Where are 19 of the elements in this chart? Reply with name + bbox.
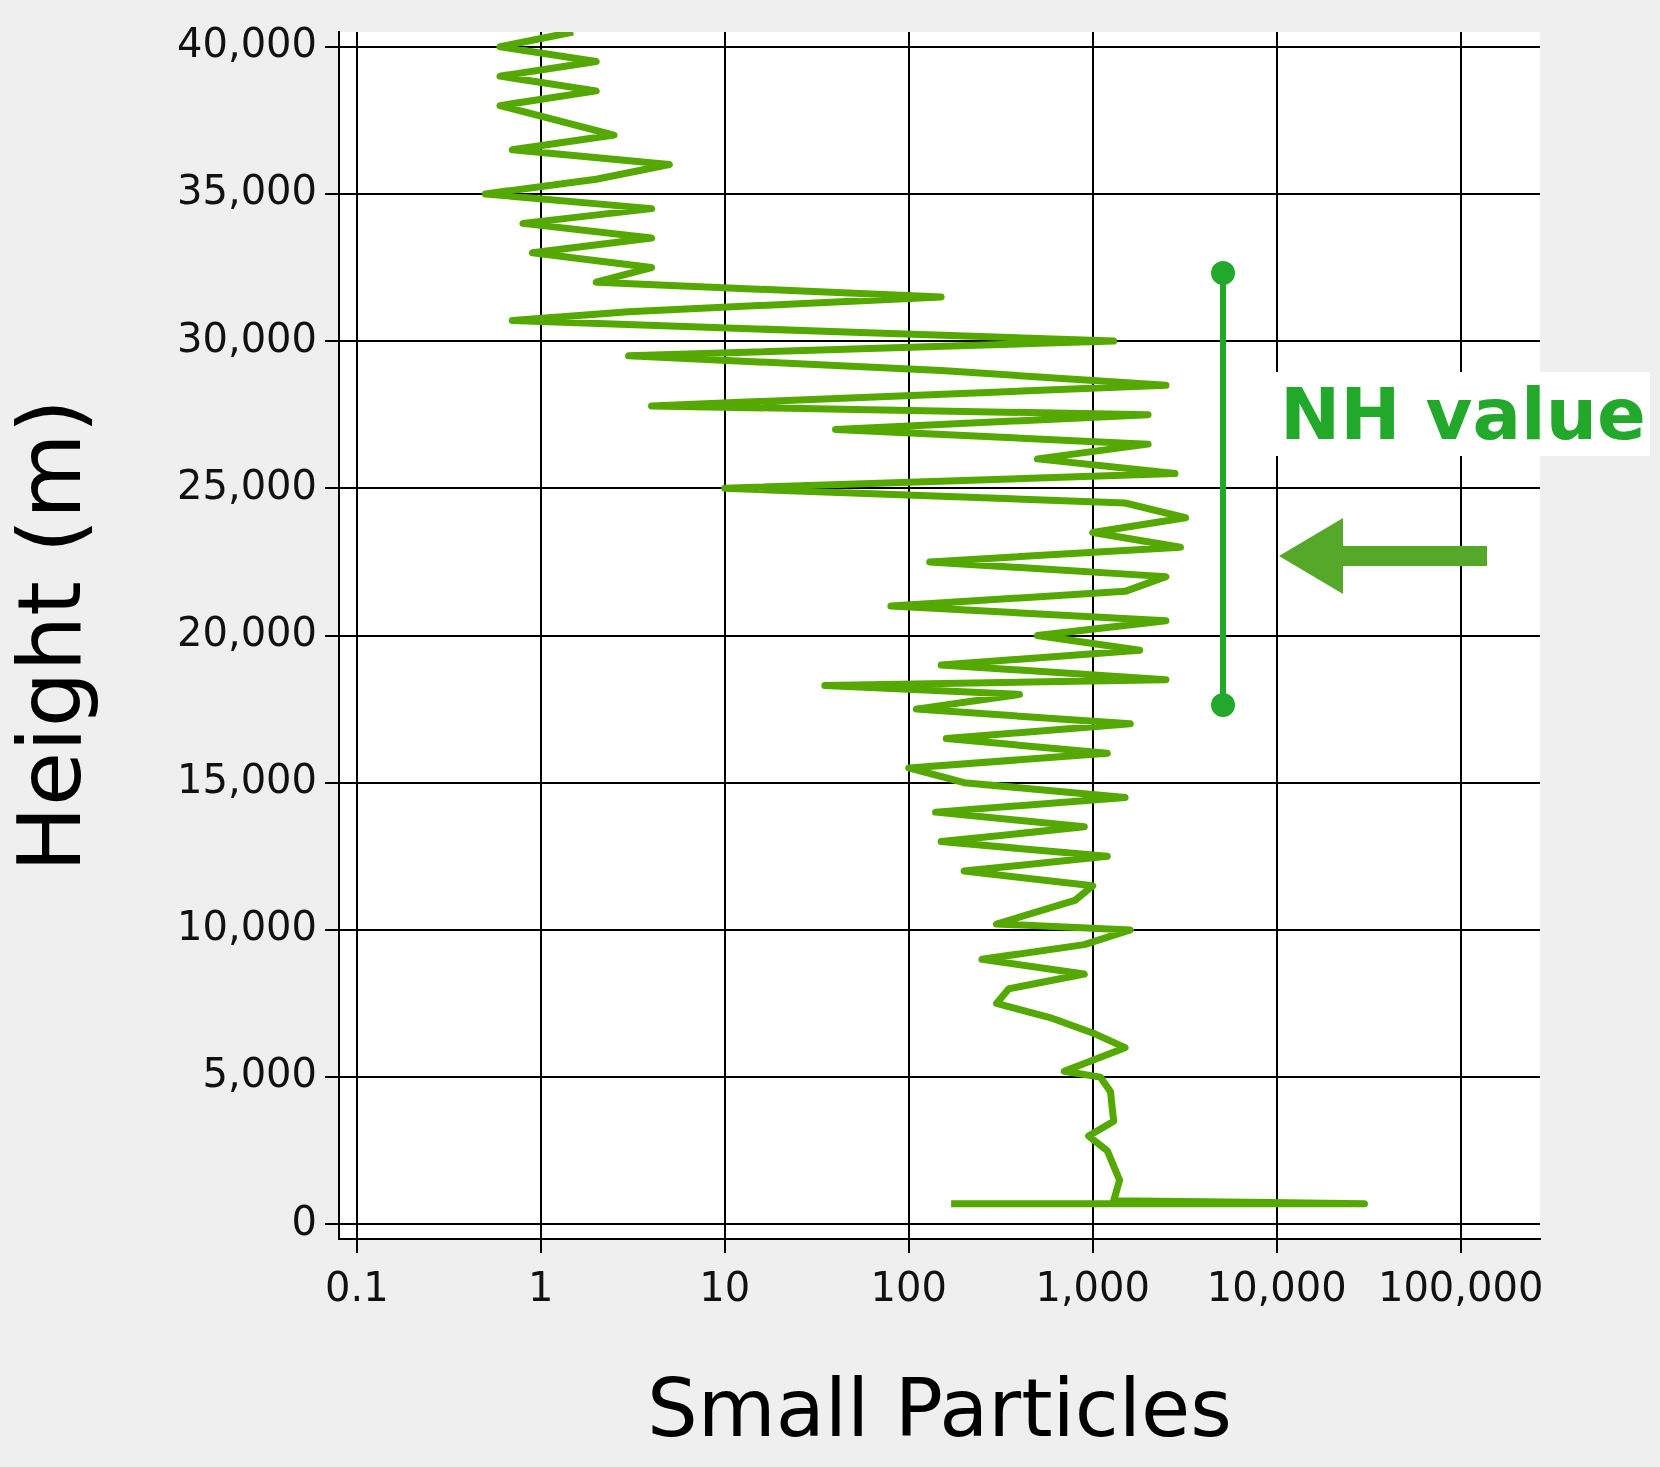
x-tick-label: 1 <box>528 1264 554 1311</box>
annotation: NH value <box>1276 372 1650 456</box>
x-tick-label: 10 <box>699 1264 751 1311</box>
y-tick-label: 15,000 <box>177 756 317 803</box>
x-tick-label: 10,000 <box>1206 1264 1347 1311</box>
y-tick-label: 5,000 <box>202 1050 317 1097</box>
x-tick-label: 0.1 <box>325 1264 389 1311</box>
y-tick-label: 30,000 <box>177 314 317 361</box>
y-tick-label: 40,000 <box>177 20 317 67</box>
x-axis-title: Small Particles <box>647 1361 1232 1455</box>
y-tick-label: 35,000 <box>177 167 317 214</box>
y-tick-label: 10,000 <box>177 903 317 950</box>
y-tick-label: 25,000 <box>177 461 317 508</box>
x-tick-label: 1,000 <box>1035 1264 1150 1311</box>
y-axis-title: Height (m) <box>0 398 101 873</box>
x-tick-label: 100 <box>870 1264 947 1311</box>
x-tick-label: 100,000 <box>1377 1264 1544 1311</box>
y-tick-label: 0 <box>291 1197 317 1244</box>
y-tick-label: 20,000 <box>177 608 317 655</box>
